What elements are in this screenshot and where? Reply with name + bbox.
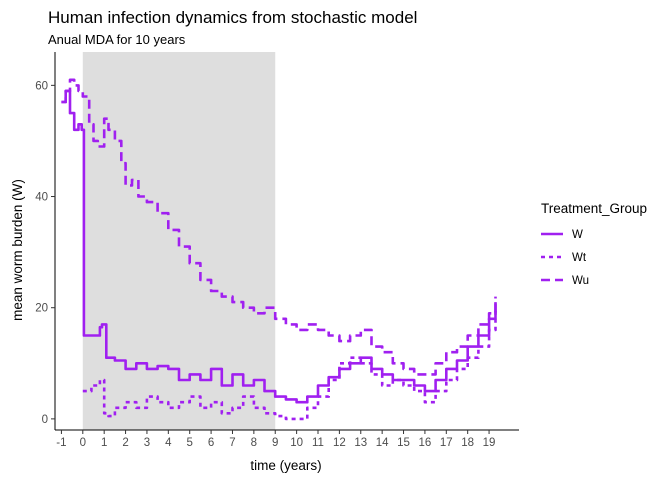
x-ticks: -1 0 1 2 3 4 5 6 7 8 9 10 11 12 13 14 15 16 17 18 19	[56, 430, 495, 449]
series-line-w	[61, 89, 497, 404]
x-tick-label: 6	[208, 437, 214, 449]
x-tick-label: 12	[333, 437, 346, 449]
x-tick-label: 10	[290, 437, 303, 449]
x-tick-label: 2	[122, 437, 128, 449]
chart-subtitle: Anual MDA for 10 years	[48, 32, 186, 47]
x-tick-label: 7	[229, 437, 235, 449]
series-layer	[61, 78, 497, 421]
legend-label-wt: Wt	[572, 252, 587, 264]
x-tick-label: -1	[56, 437, 66, 449]
x-tick-label: 8	[251, 437, 257, 449]
x-tick-label: 13	[354, 437, 367, 449]
x-tick-label: 9	[272, 437, 278, 449]
legend-label-wu: Wu	[572, 275, 589, 287]
series-line-wu	[61, 78, 497, 376]
x-axis-title: time (years)	[250, 458, 321, 473]
legend-title: Treatment_Group	[541, 201, 647, 216]
legend: Treatment_Group W Wt Wu	[541, 201, 647, 287]
y-axis-title: mean worm burden (W)	[10, 179, 25, 321]
y-ticks: 0 20 40 60	[35, 80, 55, 426]
x-tick-label: 11	[312, 437, 324, 449]
x-tick-label: 14	[376, 437, 389, 449]
y-tick-label: 60	[35, 80, 48, 92]
x-tick-label: 18	[461, 437, 474, 449]
x-tick-label: 5	[187, 437, 193, 449]
x-tick-label: 4	[165, 437, 172, 449]
chart-title: Human infection dynamics from stochastic…	[48, 8, 417, 27]
x-tick-label: 1	[101, 437, 107, 449]
x-tick-label: 16	[419, 437, 432, 449]
x-tick-label: 17	[440, 437, 453, 449]
x-tick-label: 0	[80, 437, 86, 449]
y-tick-label: 40	[35, 192, 48, 204]
x-tick-label: 3	[144, 437, 150, 449]
x-tick-label: 15	[397, 437, 410, 449]
legend-entries: W Wt Wu	[541, 229, 589, 287]
y-tick-label: 0	[42, 414, 48, 426]
x-tick-label: 19	[483, 437, 496, 449]
legend-label-w: W	[572, 229, 583, 241]
y-tick-label: 20	[35, 303, 48, 315]
